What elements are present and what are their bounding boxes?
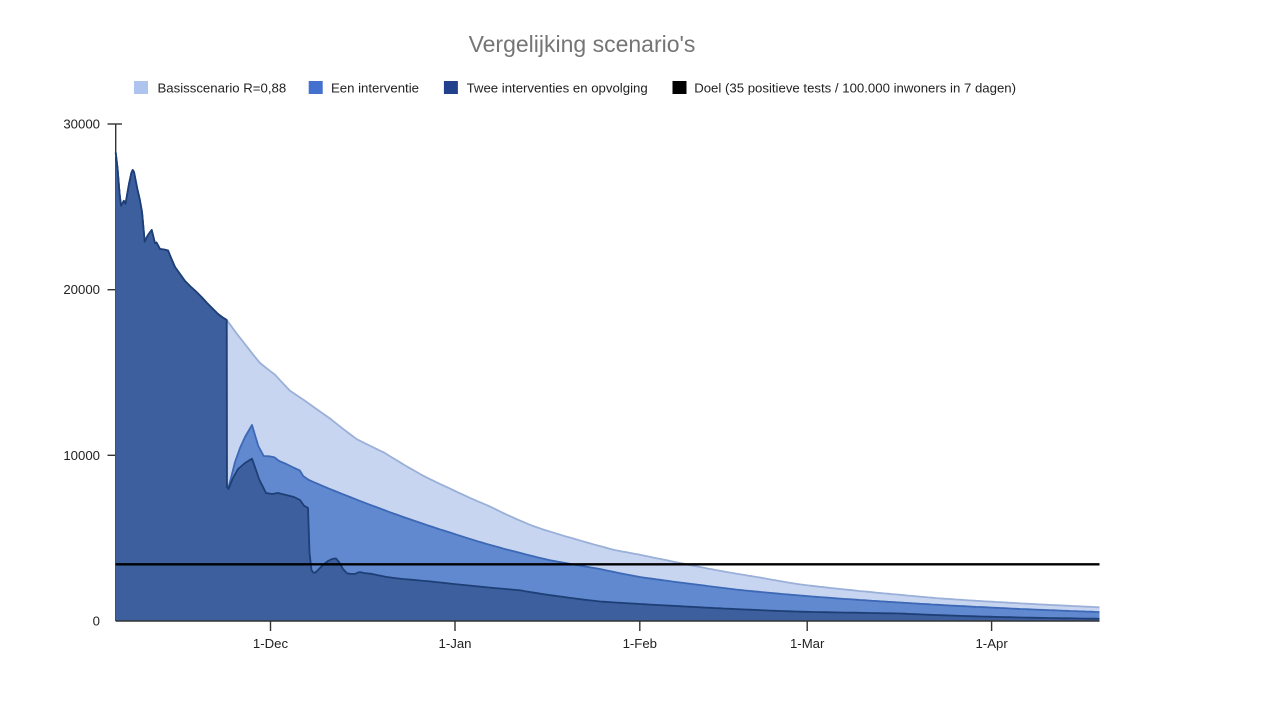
svg-text:1-Jan: 1-Jan (439, 636, 472, 651)
svg-text:1-Apr: 1-Apr (975, 636, 1008, 651)
svg-text:1-Feb: 1-Feb (623, 636, 657, 651)
svg-text:Een interventie: Een interventie (331, 81, 419, 96)
svg-text:Twee interventies en opvolging: Twee interventies en opvolging (467, 81, 648, 96)
svg-text:Doel (35 positieve tests / 100: Doel (35 positieve tests / 100.000 inwon… (694, 81, 1016, 96)
svg-text:1-Mar: 1-Mar (790, 636, 825, 651)
svg-text:10000: 10000 (63, 448, 100, 463)
svg-text:1-Dec: 1-Dec (253, 636, 289, 651)
svg-text:Basisscenario R=0,88: Basisscenario R=0,88 (158, 81, 287, 96)
svg-text:0: 0 (93, 614, 100, 629)
svg-text:30000: 30000 (63, 117, 100, 132)
svg-text:20000: 20000 (63, 282, 100, 297)
svg-text:Vergelijking scenario's: Vergelijking scenario's (469, 31, 696, 57)
